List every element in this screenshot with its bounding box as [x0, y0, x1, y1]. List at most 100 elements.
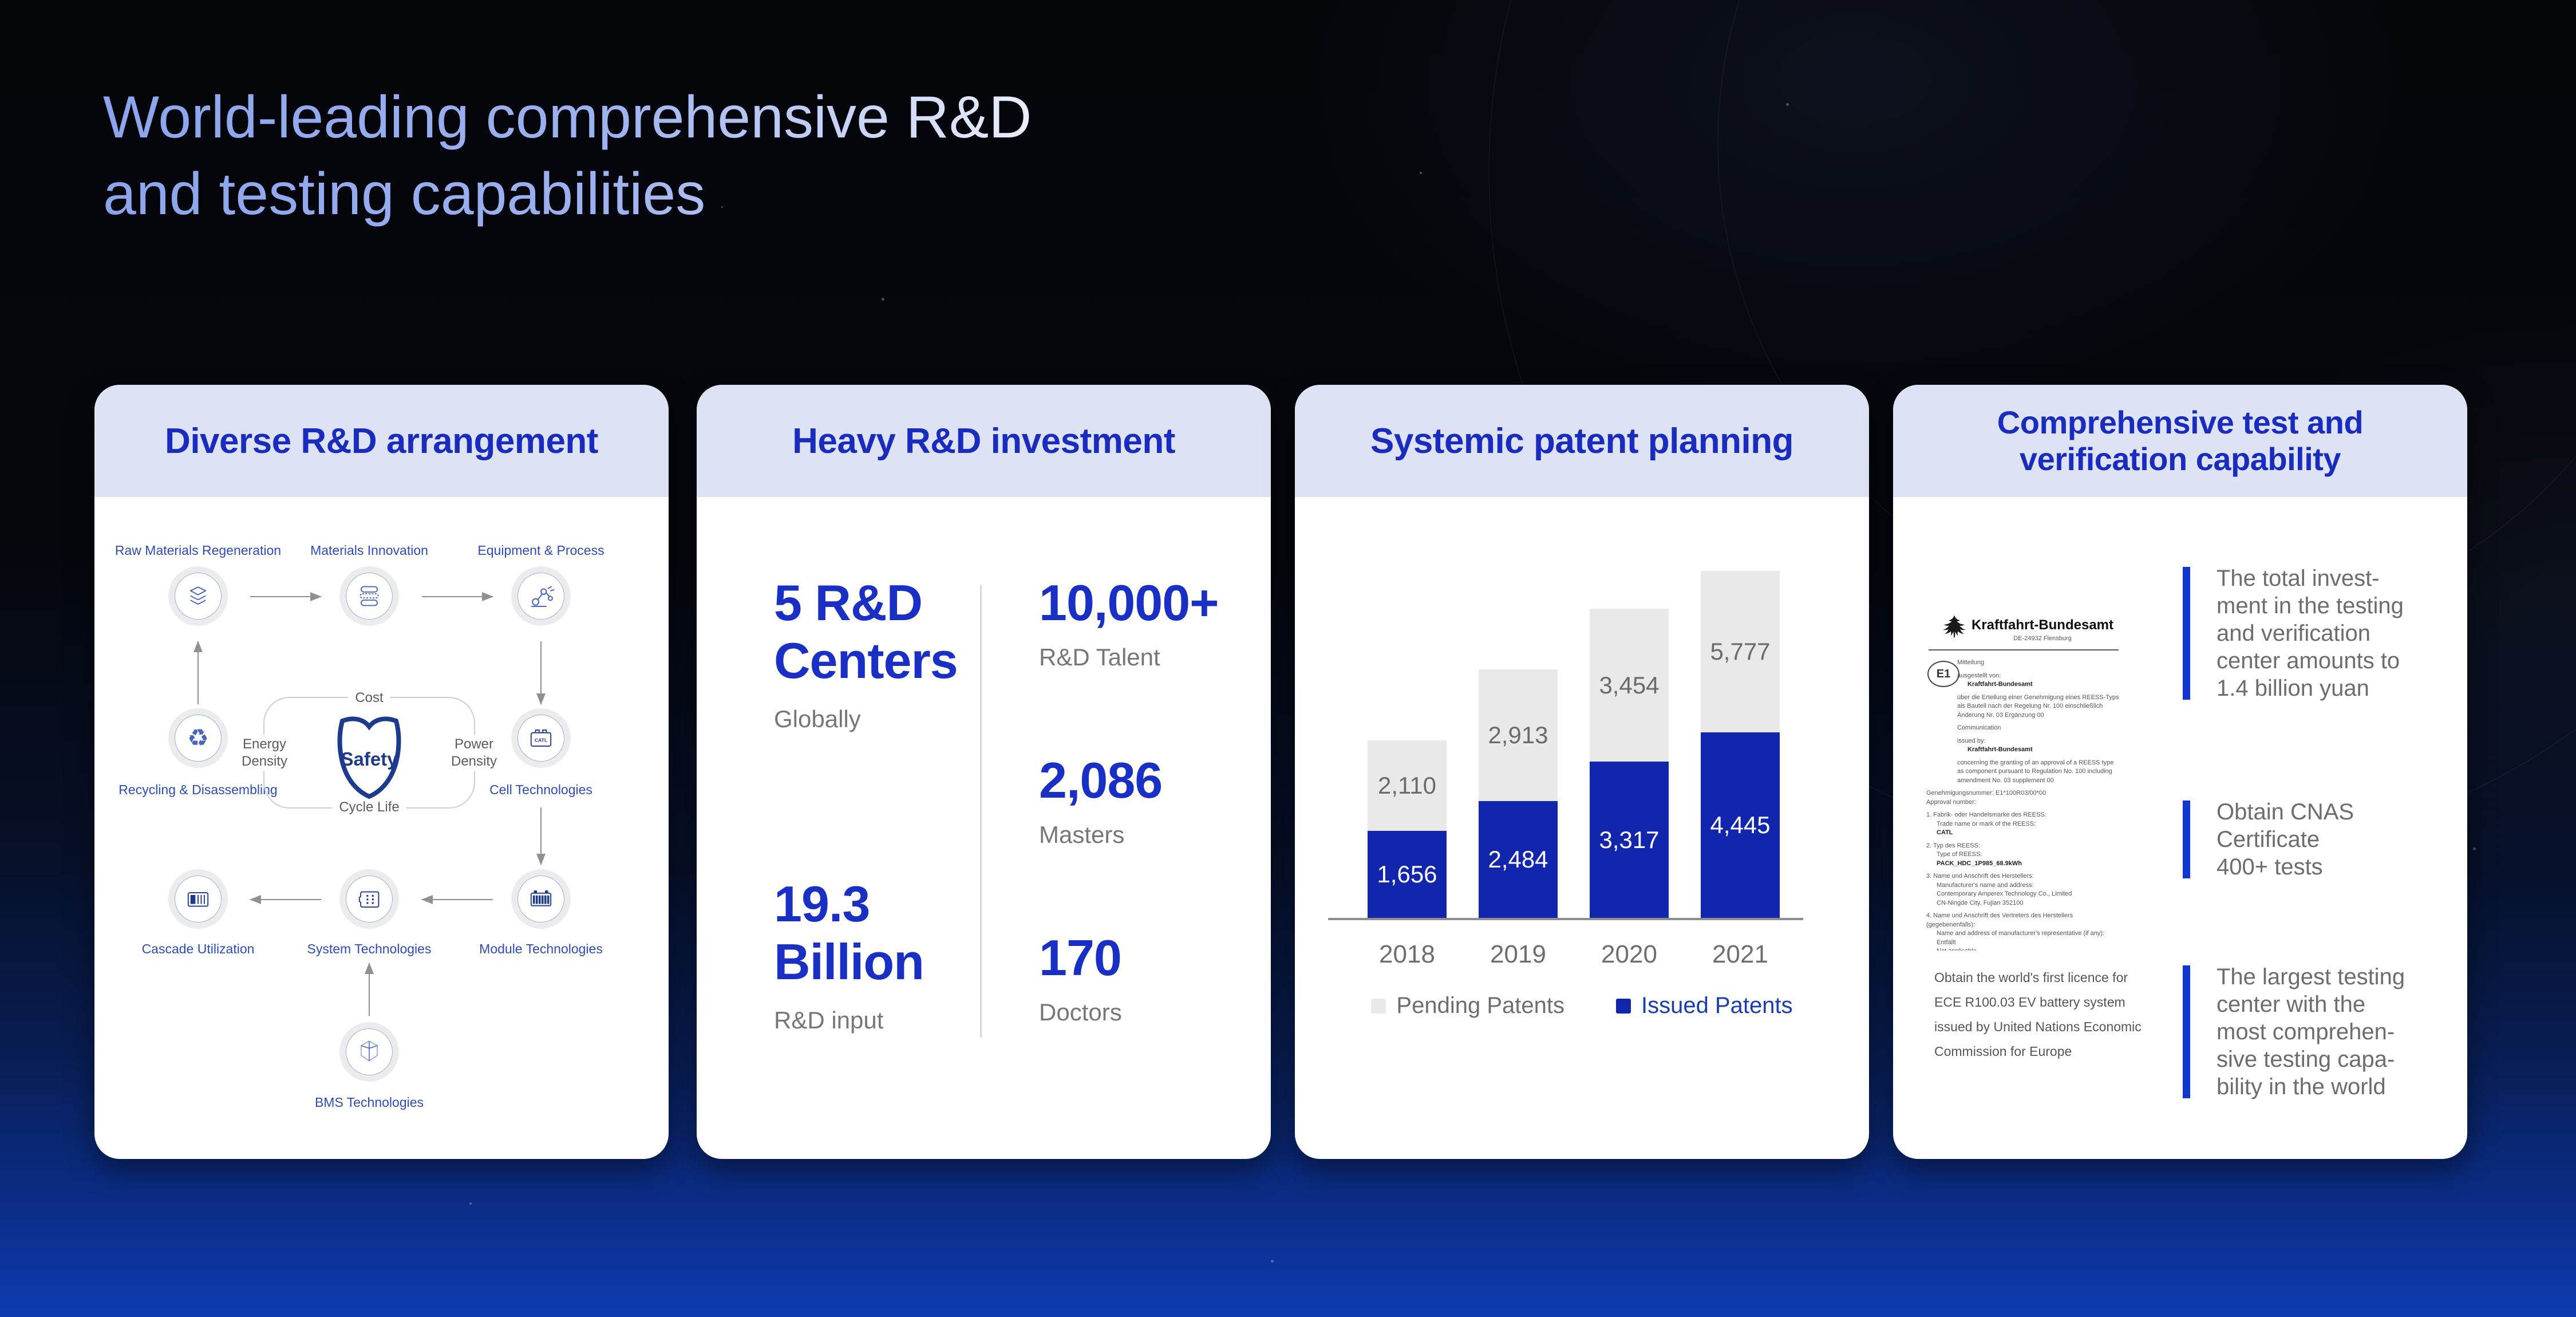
decor-dot [469, 1202, 472, 1205]
bar-segment-issued: 3,317 [1590, 762, 1669, 918]
node-label-cascade: Cascade Utilization [141, 941, 255, 956]
arrow-up-icon [365, 963, 374, 1016]
card-title-line-1: Comprehensive test and [1997, 404, 2364, 440]
node-label-module: Module Technologies [479, 941, 603, 956]
highlight-line: ment in the testing [2217, 593, 2404, 618]
stat-rd-input: 19.3 Billion [774, 875, 924, 991]
title-line-1: World-leading comprehensive R&D [103, 84, 1032, 151]
cube-icon [339, 1022, 399, 1082]
highlight-line: 400+ tests [2217, 854, 2323, 880]
x-axis-line [1328, 918, 1803, 920]
bar-segment-issued: 4,445 [1701, 732, 1780, 918]
certificate-line: 2. Typ des REESS: [1926, 842, 1980, 849]
icon-frame [346, 876, 393, 922]
certificate-body: Mitteilung ausgestellt von: Kraftfahrt-Bun… [1926, 658, 2121, 951]
licence-note-line: issued by United Nations Economic [1934, 1019, 2142, 1034]
highlight-line: Obtain CNAS [2217, 799, 2354, 825]
stat-doctors: 170 [1039, 929, 1122, 986]
decor-dot [882, 298, 884, 301]
bar-segment-pending: 2,110 [1368, 740, 1447, 831]
arrow-up-icon [193, 641, 203, 704]
ring-label-power-density: Power Density [440, 734, 508, 771]
certificate-line: Trade name or mark of the REESS: [1937, 820, 2036, 827]
licence-note-line: Commission for Europe [1934, 1044, 2072, 1059]
highlight-line: bility in the world [2217, 1074, 2386, 1099]
certificate-line: Genehmigungsnummer: E1*100R03/00*00 [1926, 790, 2046, 796]
certificate-line: Entfällt [1937, 939, 1956, 946]
card-header-testing: Comprehensive test and verification capa… [1893, 385, 2467, 497]
recycle-glyph: ♻ [187, 724, 209, 752]
bar-segment-pending: 2,913 [1479, 669, 1558, 801]
certificate-line: Kraftfahrt-Bundesamt [1967, 681, 2033, 688]
x-axis-label: 2020 [1601, 940, 1657, 968]
legend-item-pending: Pending Patents [1371, 993, 1564, 1019]
highlight-block-investment: The total invest- ment in the testing an… [2183, 565, 2440, 702]
certificate-line: Manufacturer's name and address: [1937, 881, 2034, 889]
federal-eagle-icon [1943, 615, 1966, 638]
robot-arm-icon [511, 566, 571, 626]
certificate-line: Contemporary Amperex Technology Co., Lim… [1937, 890, 2072, 897]
card-test-verification: Comprehensive test and verification capa… [1893, 385, 2467, 1159]
card-header-investment: Heavy R&D investment [697, 385, 1271, 497]
certificate-line: 1. Fabrik- oder Handelsmarke des REESS: [1926, 811, 2046, 818]
x-axis-label: 2021 [1712, 940, 1768, 968]
legend-swatch-issued [1615, 998, 1631, 1014]
icon-frame [175, 876, 222, 922]
node-label-materials-innovation: Materials Innovation [310, 543, 428, 558]
highlight-line: most comprehen- [2217, 1019, 2395, 1044]
certificate-document: Kraftfahrt-Bundesamt DE-24932 Flensburg … [1926, 578, 2121, 951]
certificate-line: PACK_HDC_1P985_68.9kWh [1937, 859, 2022, 867]
decor-dot [2473, 847, 2476, 850]
decor-dot [1420, 172, 1422, 174]
bar-segment-pending: 3,454 [1590, 609, 1669, 762]
certificate-subtitle: DE-24932 Flensburg [2013, 635, 2072, 642]
highlight-line: Certificate [2217, 827, 2320, 852]
stacked-bar-chart: 2,110 1,656 2018 2,913 2,484 2019 3,454 3,317 20… [1295, 385, 1869, 1159]
card-diverse-rd-arrangement: Diverse R&D arrangement Raw Materials Re… [94, 385, 669, 1159]
arrow-right-icon [422, 592, 493, 601]
node-label-system: System Technologies [307, 941, 432, 956]
highlight-bar [2183, 801, 2190, 878]
certificate-line: über die Erteilung einer Genehmigung ein… [1957, 693, 2119, 719]
decor-dot [1786, 103, 1789, 106]
stat-rd-talent: 10,000+ [1039, 574, 1219, 631]
highlight-line: and verification [2217, 621, 2371, 646]
slide-title: World-leading comprehensive R&D and test… [103, 79, 1032, 232]
certificate-line: 3. Name und Anschrift des Herstellers: [1926, 873, 2034, 880]
highlight-bar [2183, 965, 2190, 1098]
ring-label-cost: Cost [348, 688, 390, 708]
stat-value-line: Centers [774, 632, 958, 689]
ring-label-cycle-life: Cycle Life [332, 798, 406, 817]
licence-note: Obtain the world's first licence for ECE… [1934, 965, 2175, 1064]
bar-segment-issued: 1,656 [1368, 831, 1447, 918]
safety-shield-icon: Safety [337, 716, 401, 799]
certificate-line: Kraftfahrt-Bundesamt [1967, 746, 2033, 753]
legend-item-issued: Issued Patents [1615, 993, 1793, 1019]
decor-dot [1271, 1260, 1274, 1263]
licence-note-line: Obtain the world's first licence for [1934, 970, 2128, 985]
stat-caption-rd-talent: R&D Talent [1039, 644, 1160, 671]
certificate-line: Not applicable [1937, 947, 2121, 951]
stat-value-line: Billion [774, 933, 924, 990]
icon-frame [346, 1028, 393, 1075]
legend-swatch-pending [1371, 998, 1386, 1014]
certificate-header: Kraftfahrt-Bundesamt DE-24932 Flensburg [1926, 578, 2121, 644]
certificate-line: 4. Name und Anschrift des Vertreters des… [1926, 912, 2073, 928]
ring-label-energy-density: Energy Density [230, 734, 299, 771]
stat-value-line: 5 R&D [774, 574, 923, 631]
node-label-bms: BMS Technologies [314, 1095, 424, 1110]
card-header-rd-arrangement: Diverse R&D arrangement [94, 385, 669, 497]
highlight-line: center amounts to [2217, 648, 2400, 673]
highlight-line: 1.4 billion yuan [2217, 676, 2369, 701]
bar-segment-pending: 5,777 [1701, 571, 1780, 732]
card-title: Systemic patent planning [1370, 421, 1794, 461]
node-label-cell-technologies: Cell Technologies [489, 782, 592, 797]
decor-dot [721, 206, 723, 208]
certificate-line: issued by: [1957, 737, 1986, 744]
x-axis-label: 2019 [1490, 940, 1546, 968]
e1-mark: E1 [1927, 661, 1959, 687]
stat-caption-rd-input: R&D input [774, 1007, 884, 1034]
stat-caption-doctors: Doctors [1039, 999, 1122, 1026]
recycle-icon: ♻ [168, 708, 228, 768]
